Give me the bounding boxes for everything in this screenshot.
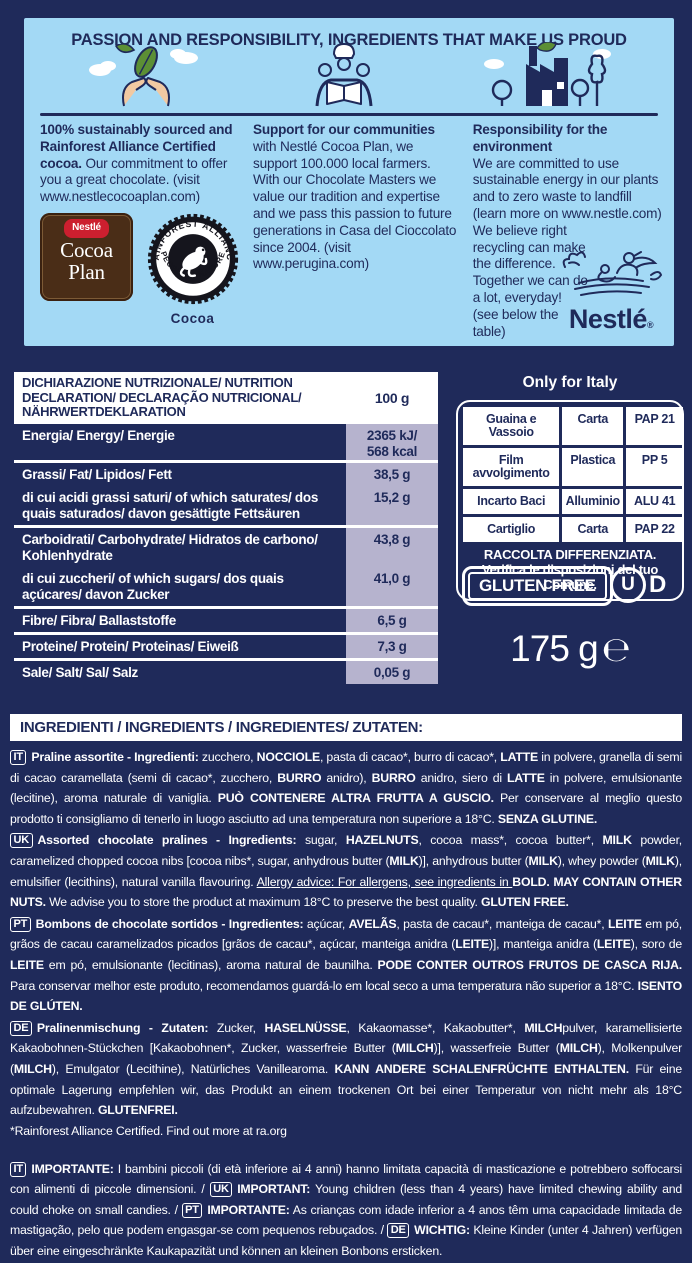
frog-icon xyxy=(179,246,207,278)
community-chef-icon xyxy=(289,42,399,113)
rainforest-alliance-seal: RAINFOREST ALLIANCE • PEOPLE & NATURE • xyxy=(143,205,240,328)
panel-columns: 100% sustainably sourced and Rainforest … xyxy=(40,122,662,340)
cocoa-plan-name-line2: Plan xyxy=(68,259,105,284)
nutrition-header: DICHIARAZIONE NUTRIZIONALE/ NUTRITION DE… xyxy=(14,372,438,424)
factory-environment-icon xyxy=(482,41,612,113)
nestle-logo: Nestlé® xyxy=(556,249,666,338)
recycling-cell: PP 5 xyxy=(626,448,683,486)
column-environment: Responsibility for the environment We are… xyxy=(473,122,662,340)
passion-responsibility-panel: PASSION AND RESPONSIBILITY, INGREDIENTS … xyxy=(24,18,674,346)
row-separator xyxy=(14,459,438,463)
recycling-cell: ALU 41 xyxy=(626,489,683,514)
nutrition-header-label: DICHIARAZIONE NUTRIZIONALE/ NUTRITION DE… xyxy=(22,375,302,419)
net-weight: 175 g ℮ xyxy=(510,628,631,670)
kosher-ou-d-symbol: U D xyxy=(610,567,666,603)
recycling-table: Guaina e Vassoio Carta PAP 21 Film avvol… xyxy=(456,400,684,601)
recycling-cell: Carta xyxy=(562,517,624,542)
nutrition-row-energy: Energia/ Energy/ Energie 2365 kJ/ 568 kc… xyxy=(14,423,438,460)
column-communities-text: Support for our communities with Nestlé C… xyxy=(253,122,457,272)
nestle-brand-ribbon: Nestlé xyxy=(64,218,109,238)
recycling-cell: PAP 21 xyxy=(626,407,683,445)
nutrition-row-fat: Grassi/ Fat/ Lipidos/ Fett 38,5 g xyxy=(14,462,438,486)
recycling-cell: PAP 22 xyxy=(626,517,683,542)
ingredients-paragraph-de: DE Pralinenmischung - Zutaten: Zucker, HA… xyxy=(10,1020,682,1118)
ingredients-paragraph-it: IT Praline assortite - Ingredienti: zucch… xyxy=(10,750,683,826)
nestle-wordmark: Nestlé® xyxy=(568,304,654,334)
cocoa-plan-logo: Nestlé Cocoa Plan xyxy=(40,212,134,301)
only-for-italy-panel: Only for Italy Guaina e Vassoio Carta PA… xyxy=(456,374,684,601)
row-separator xyxy=(14,605,438,609)
choking-warning: IT IMPORTANTE: I bambini piccoli (di età … xyxy=(10,1161,683,1259)
only-for-italy-title: Only for Italy xyxy=(522,374,618,391)
nutrition-row-protein: Proteine/ Protein/ Proteinas/ Eiweiß 7,3… xyxy=(14,634,438,658)
column-environment-text: Responsibility for the environment We are… xyxy=(472,122,662,339)
registered-mark: ® xyxy=(646,320,654,330)
nutrition-header-amount: 100 g xyxy=(374,389,410,406)
recycling-cell: Incarto Baci xyxy=(463,489,560,514)
nutrition-table: DICHIARAZIONE NUTRIZIONALE/ NUTRITION DE… xyxy=(14,372,438,684)
kosher-d-letter: D xyxy=(649,571,667,598)
hands-cocoa-icon xyxy=(86,42,206,113)
cocoa-plan-name-line1: Cocoa xyxy=(60,237,113,262)
ingredients-paragraph-pt: PT Bombons de chocolate sortidos - Ingred… xyxy=(10,916,683,1014)
ground-line xyxy=(40,113,658,116)
estimated-sign: ℮ xyxy=(601,630,631,670)
nutrition-row-salt: Sale/ Salt/ Sal/ Salz 0,05 g xyxy=(14,660,438,684)
ingredients-header: INGREDIENTI / INGREDIENTS / INGREDIENTES… xyxy=(10,714,682,741)
kosher-u-icon: U xyxy=(610,567,646,603)
row-separator xyxy=(14,657,438,661)
panel-title: PASSION AND RESPONSIBILITY, INGREDIENTS … xyxy=(71,31,627,49)
column-sustainable-text: 100% sustainably sourced and Rainforest … xyxy=(40,122,233,205)
recycling-cell: Plastica xyxy=(562,448,624,486)
recycling-cell: Carta xyxy=(562,407,624,445)
row-separator xyxy=(14,524,438,528)
recycling-cell: Cartiglio xyxy=(463,517,560,542)
recycling-cell: Alluminio xyxy=(562,489,624,514)
ingredients-body: IT Praline assortite - Ingredienti: zucch… xyxy=(10,747,682,1263)
nutrition-row-saturates: di cui acidi grassi saturi/ of which sat… xyxy=(14,485,438,525)
nestle-birds-icon xyxy=(562,251,663,296)
ingredients-paragraph-uk: UK Assorted chocolate pralines - Ingredie… xyxy=(10,833,682,910)
nutrition-row-fibre: Fibre/ Fibra/ Ballaststoffe 6,5 g xyxy=(14,608,438,632)
nutrition-row-carbohydrate: Carboidrati/ Carbohydrate/ Hidratos de c… xyxy=(14,527,438,567)
row-separator xyxy=(14,631,438,635)
nutrition-row-sugars: di cui zuccheri/ of which sugars/ dos qu… xyxy=(14,566,438,606)
column-sustainable-cocoa: 100% sustainably sourced and Rainforest … xyxy=(40,122,240,340)
recycling-cell: Film avvolgimento xyxy=(463,448,560,486)
logos-row: Nestlé Cocoa Plan RAINFOREST xyxy=(40,205,240,328)
column-communities: Support for our communities with Nestlé C… xyxy=(253,122,460,340)
illustrations-row xyxy=(44,41,654,113)
rainforest-footnote: *Rainforest Alliance Certified. Find out… xyxy=(10,1123,287,1138)
recycling-cell: Guaina e Vassoio xyxy=(463,407,560,445)
gluten-free-badge: GLUTEN FREE xyxy=(462,566,613,606)
seal-caption: Cocoa xyxy=(170,310,215,326)
